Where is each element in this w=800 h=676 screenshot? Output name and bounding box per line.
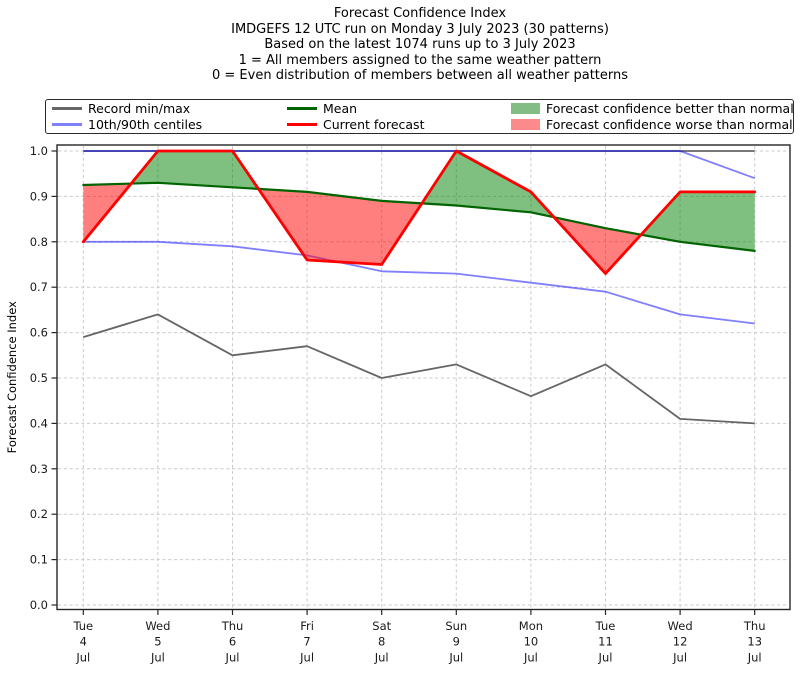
y-tick-label: 1.0 — [30, 144, 48, 158]
x-tick-label: Jul — [374, 650, 389, 664]
x-tick-label: 6 — [229, 635, 236, 649]
legend-label: 10th/90th centiles — [88, 117, 203, 132]
centiles-line-swatch — [52, 123, 82, 126]
x-tick-label: Jul — [448, 650, 463, 664]
y-tick-label: 0.5 — [30, 371, 48, 385]
chart-subtitle-based: Based on the latest 1074 runs up to 3 Ju… — [264, 37, 576, 53]
record-minmax-line-swatch — [52, 107, 82, 110]
x-tick-label: 12 — [673, 635, 688, 649]
legend-item-mean: Mean — [287, 101, 424, 117]
series-record_min — [83, 313, 755, 425]
confidence-better-patch-swatch — [511, 103, 540, 114]
legend-label: Current forecast — [323, 117, 425, 132]
x-tick-label: 4 — [80, 635, 87, 649]
series-mean — [82, 181, 756, 252]
y-tick-label: 0.2 — [30, 507, 48, 521]
x-tick-label: 5 — [154, 635, 161, 649]
y-tick-label: 0.4 — [30, 416, 48, 430]
chart-subtitle-scale-0: 0 = Even distribution of members between… — [211, 68, 629, 84]
y-tick-label: 0.6 — [30, 326, 48, 340]
x-tick-label: Jul — [299, 650, 314, 664]
chart-legend: Record min/max 10th/90th centiles Mean C… — [45, 99, 794, 134]
x-tick-label: 7 — [303, 635, 310, 649]
fill-confidence-better — [131, 151, 259, 189]
x-tick-label: Mon — [519, 619, 543, 633]
x-tick-label: 8 — [378, 635, 385, 649]
x-tick-label: Jul — [747, 650, 762, 664]
fill-confidence-better — [641, 191, 755, 251]
legend-item-confidence-worse: Forecast confidence worse than normal — [511, 117, 794, 133]
fill-confidence-better — [421, 151, 555, 218]
legend-column-3: Forecast confidence better than normal F… — [511, 100, 794, 133]
x-tick-label: Thu — [743, 619, 766, 633]
legend-item-confidence-better: Forecast confidence better than normal — [511, 101, 794, 117]
x-tick-label: Jul — [523, 650, 538, 664]
x-tick-label: Wed — [145, 619, 170, 633]
x-tick-label: Sun — [445, 619, 467, 633]
y-tick-label: 0.8 — [30, 235, 48, 249]
confidence-worse-patch-swatch — [511, 119, 540, 130]
legend-label: Forecast confidence worse than normal — [546, 117, 793, 132]
y-tick-label: 0.7 — [30, 280, 48, 294]
y-tick-label: 0.0 — [30, 598, 48, 612]
x-tick-label: 13 — [747, 635, 762, 649]
legend-column-1: Record min/max 10th/90th centiles — [52, 100, 202, 133]
x-tick-label: Jul — [75, 650, 90, 664]
x-tick-label: Thu — [221, 619, 244, 633]
legend-column-2: Mean Current forecast — [287, 100, 424, 133]
chart-title: Forecast Confidence Index — [333, 6, 507, 21]
chart-title-block: Forecast Confidence Index IMDGEFS 12 UTC… — [40, 6, 800, 84]
x-tick-label: Fri — [300, 619, 314, 633]
mean-line-swatch — [287, 107, 317, 110]
x-tick-label: Jul — [150, 650, 165, 664]
x-tick-label: 10 — [524, 635, 539, 649]
x-tick-label: Jul — [672, 650, 687, 664]
chart-subtitle-scale-1: 1 = All members assigned to the same wea… — [238, 52, 602, 68]
y-tick-label: 0.1 — [30, 553, 48, 567]
legend-item-record-minmax: Record min/max — [52, 101, 202, 117]
legend-label: Forecast confidence better than normal — [546, 101, 794, 116]
series-current — [81, 149, 757, 276]
legend-label: Mean — [323, 101, 358, 116]
chart-subtitle-run: IMDGEFS 12 UTC run on Monday 3 July 2023… — [231, 21, 609, 37]
fill-confidence-worse — [258, 188, 422, 265]
x-tick-label: Sat — [372, 619, 391, 633]
y-tick-label: 0.9 — [30, 189, 48, 203]
x-tick-label: 11 — [598, 635, 613, 649]
y-axis-label: Forecast Confidence Index — [5, 301, 19, 453]
legend-label: Record min/max — [88, 101, 191, 116]
legend-item-centiles: 10th/90th centiles — [52, 117, 202, 133]
legend-item-current-forecast: Current forecast — [287, 117, 424, 133]
x-tick-label: Tue — [72, 619, 93, 633]
x-tick-label: Jul — [598, 650, 613, 664]
x-tick-label: 9 — [453, 635, 460, 649]
x-tick-label: Wed — [668, 619, 693, 633]
plot-frame — [56, 144, 791, 611]
series-p10 — [83, 240, 755, 325]
y-tick-label: 0.3 — [30, 462, 48, 476]
x-tick-label: Jul — [225, 650, 240, 664]
x-tick-label: Tue — [595, 619, 616, 633]
current-forecast-line-swatch — [287, 123, 317, 126]
